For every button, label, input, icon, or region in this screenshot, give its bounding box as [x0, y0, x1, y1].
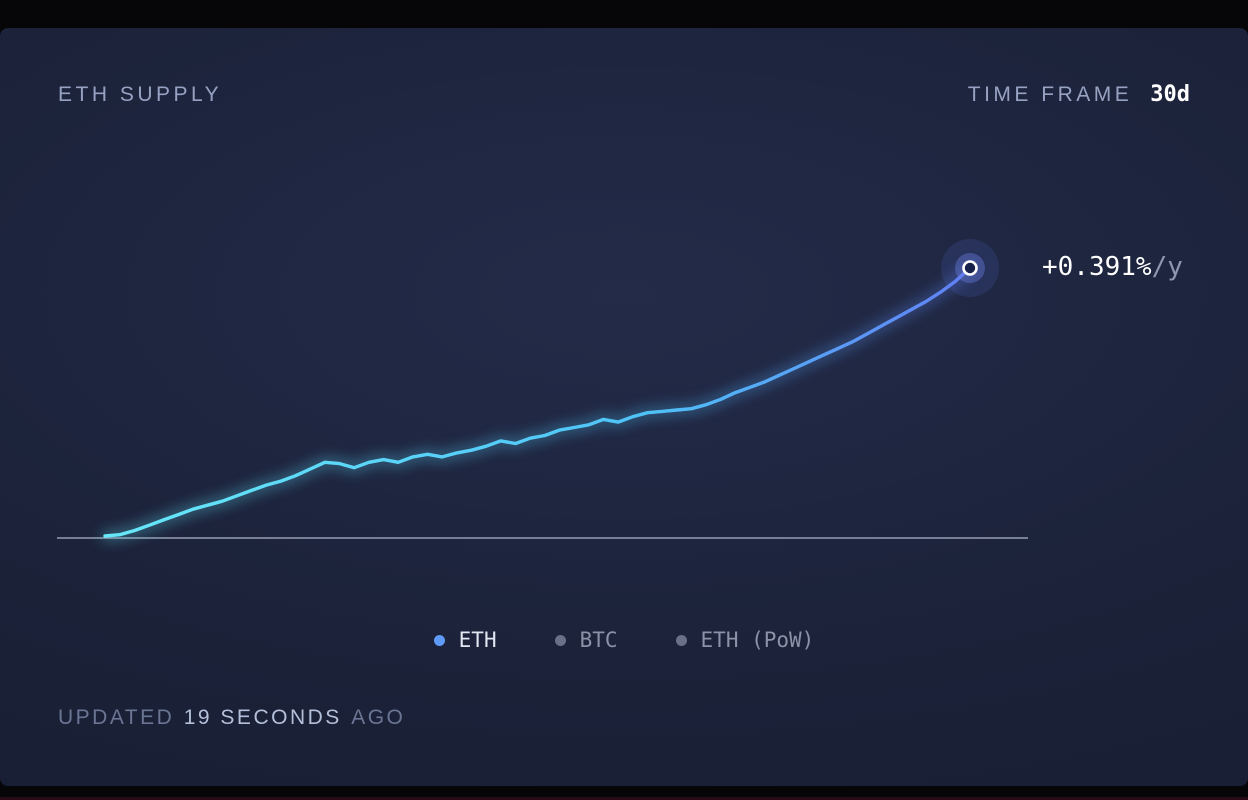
btc-legend-label: BTC	[579, 628, 618, 652]
widget-header: ETH SUPPLY TIME FRAME 30d	[58, 82, 1190, 107]
updated-prefix: UPDATED	[58, 706, 175, 729]
eth-supply-line	[103, 266, 972, 538]
legend-item-eth[interactable]: ETH	[433, 628, 497, 652]
eth-pow-legend-label: ETH (PoW)	[700, 628, 815, 652]
endpoint-marker	[962, 260, 978, 276]
eth-legend-label: ETH	[458, 628, 497, 652]
supply-chart	[57, 239, 1028, 540]
legend-item-btc[interactable]: BTC	[554, 628, 618, 652]
legend-item-eth-pow[interactable]: ETH (PoW)	[675, 628, 815, 652]
growth-rate-annotation: +0.391%/y	[1042, 252, 1183, 282]
widget-title: ETH SUPPLY	[58, 83, 223, 106]
updated-status: UPDATED 19 SECONDS AGO	[58, 706, 405, 730]
timeframe-control: TIME FRAME 30d	[968, 82, 1190, 107]
updated-suffix: AGO	[351, 706, 406, 729]
eth-legend-dot-icon	[433, 634, 445, 646]
updated-highlight: 19 SECONDS	[183, 706, 342, 729]
eth-supply-widget: ETH SUPPLY TIME FRAME 30d +0.391%/y ETH …	[0, 28, 1248, 786]
growth-rate-unit: /y	[1151, 252, 1183, 282]
bottom-edge-divider	[0, 797, 1248, 800]
growth-rate-value: +0.391%	[1042, 252, 1152, 282]
chart-legend: ETH BTC ETH (PoW)	[0, 628, 1248, 652]
eth-pow-legend-dot-icon	[675, 634, 687, 646]
btc-legend-dot-icon	[554, 634, 566, 646]
timeframe-value-button[interactable]: 30d	[1150, 82, 1190, 107]
timeframe-label: TIME FRAME	[967, 83, 1133, 106]
